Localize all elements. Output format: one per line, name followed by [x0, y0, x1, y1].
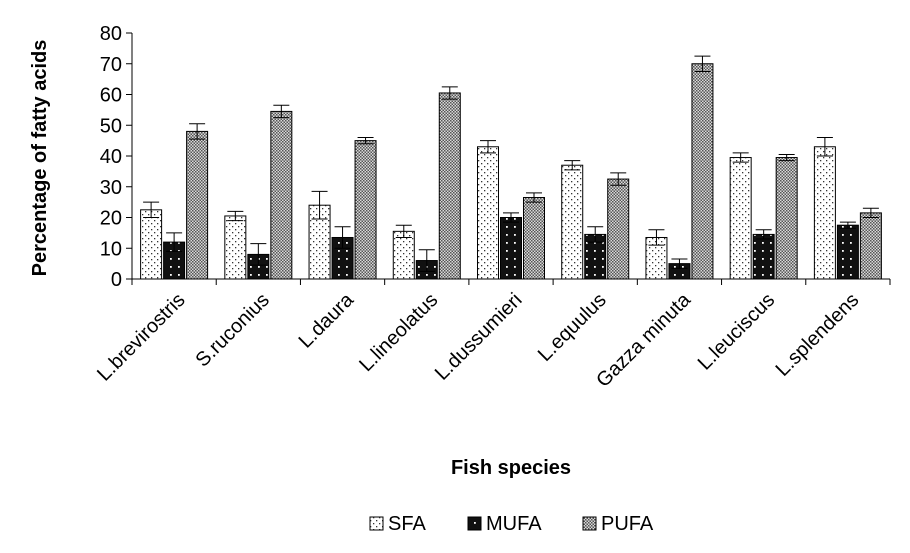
x-category-label: L.equulus [534, 289, 611, 366]
y-tick-label: 80 [100, 23, 122, 45]
error-bar-pufa-5 [610, 172, 627, 186]
x-category-label: L.daura [295, 288, 359, 352]
error-bar-sfa-6 [648, 229, 665, 246]
legend-item-mufa: MUFA [467, 513, 542, 535]
error-bar-sfa-3 [395, 224, 412, 238]
y-tick-label: 40 [100, 146, 122, 168]
error-bar-sfa-0 [143, 201, 160, 218]
error-bar-pufa-0 [189, 123, 206, 140]
error-bar-mufa-3 [418, 249, 435, 272]
y-tick-label: 0 [111, 269, 122, 291]
legend-item-sfa: SFA [369, 513, 426, 535]
bar-mufa-4 [500, 217, 522, 280]
error-bar-pufa-7 [778, 153, 795, 162]
error-bar-sfa-8 [816, 137, 833, 157]
legend-item-pufa: PUFA [582, 513, 654, 535]
bar-pufa-7 [775, 157, 798, 280]
error-bar-mufa-5 [587, 226, 604, 243]
error-bar-pufa-3 [441, 86, 458, 100]
plot-area: 0 10 20 30 40 50 60 70 80 L.brevirostris S.ruconiu… [93, 23, 891, 392]
x-category-label: L.leuciscus [694, 289, 780, 375]
bar-sfa-3 [392, 230, 415, 280]
bar-pufa-4 [523, 197, 545, 280]
legend: SFA MUFA PUFA [369, 513, 654, 535]
y-tick-label: 20 [100, 208, 122, 230]
legend-label: SFA [388, 513, 426, 535]
legend-label: MUFA [486, 513, 542, 535]
error-bar-sfa-4 [480, 140, 496, 154]
error-bar-mufa-7 [755, 229, 772, 240]
error-bar-mufa-2 [334, 226, 351, 249]
bar-sfa-7 [729, 157, 752, 280]
y-tick-label: 10 [100, 238, 122, 260]
x-category-label: L.dussumieri [431, 289, 527, 385]
y-tick-label: 30 [100, 177, 122, 199]
y-axis-title: Percentage of fatty acids [29, 40, 51, 277]
bar-pufa-6 [691, 63, 714, 280]
y-tick-label: 70 [100, 54, 122, 76]
error-bar-mufa-6 [671, 258, 688, 269]
bar-sfa-1 [224, 215, 247, 280]
error-bar-sfa-5 [564, 160, 581, 171]
error-bar-pufa-2 [357, 137, 374, 145]
y-tick-label: 60 [100, 85, 122, 107]
error-bar-mufa-4 [503, 212, 519, 223]
x-category-label: S.ruconius [191, 289, 273, 371]
error-bar-sfa-2 [311, 190, 328, 220]
bar-pufa-2 [354, 140, 377, 280]
bar-sfa-4 [477, 146, 499, 280]
x-axis-title: Fish species [451, 457, 571, 479]
legend-swatch [467, 516, 482, 531]
error-bar-pufa-4 [526, 192, 542, 203]
error-bar-mufa-1 [250, 243, 267, 266]
error-bar-mufa-8 [839, 221, 856, 229]
y-tick-label: 50 [100, 115, 122, 137]
bar-pufa-5 [607, 178, 630, 280]
bar-pufa-0 [186, 130, 209, 280]
legend-swatch [582, 516, 597, 531]
error-bar-pufa-1 [273, 104, 290, 119]
legend-label: PUFA [601, 513, 654, 535]
bar-pufa-1 [270, 110, 293, 280]
error-bar-mufa-0 [166, 232, 183, 252]
x-category-label: L.lineolatus [355, 289, 442, 376]
bar-sfa-0 [140, 209, 163, 280]
bar-pufa-8 [859, 212, 882, 280]
x-category-label: L.splendens [772, 289, 864, 381]
error-bar-pufa-6 [694, 55, 711, 72]
error-bar-sfa-1 [227, 210, 244, 222]
error-bar-sfa-7 [732, 152, 749, 163]
bar-mufa-8 [836, 224, 859, 280]
error-bar-pufa-8 [862, 207, 879, 218]
bar-sfa-8 [813, 146, 836, 280]
bar-pufa-3 [438, 92, 461, 280]
bar-mufa-7 [752, 233, 775, 280]
legend-swatch [369, 516, 384, 531]
bar-sfa-5 [561, 164, 584, 280]
x-category-label: L.brevirostris [93, 289, 190, 386]
